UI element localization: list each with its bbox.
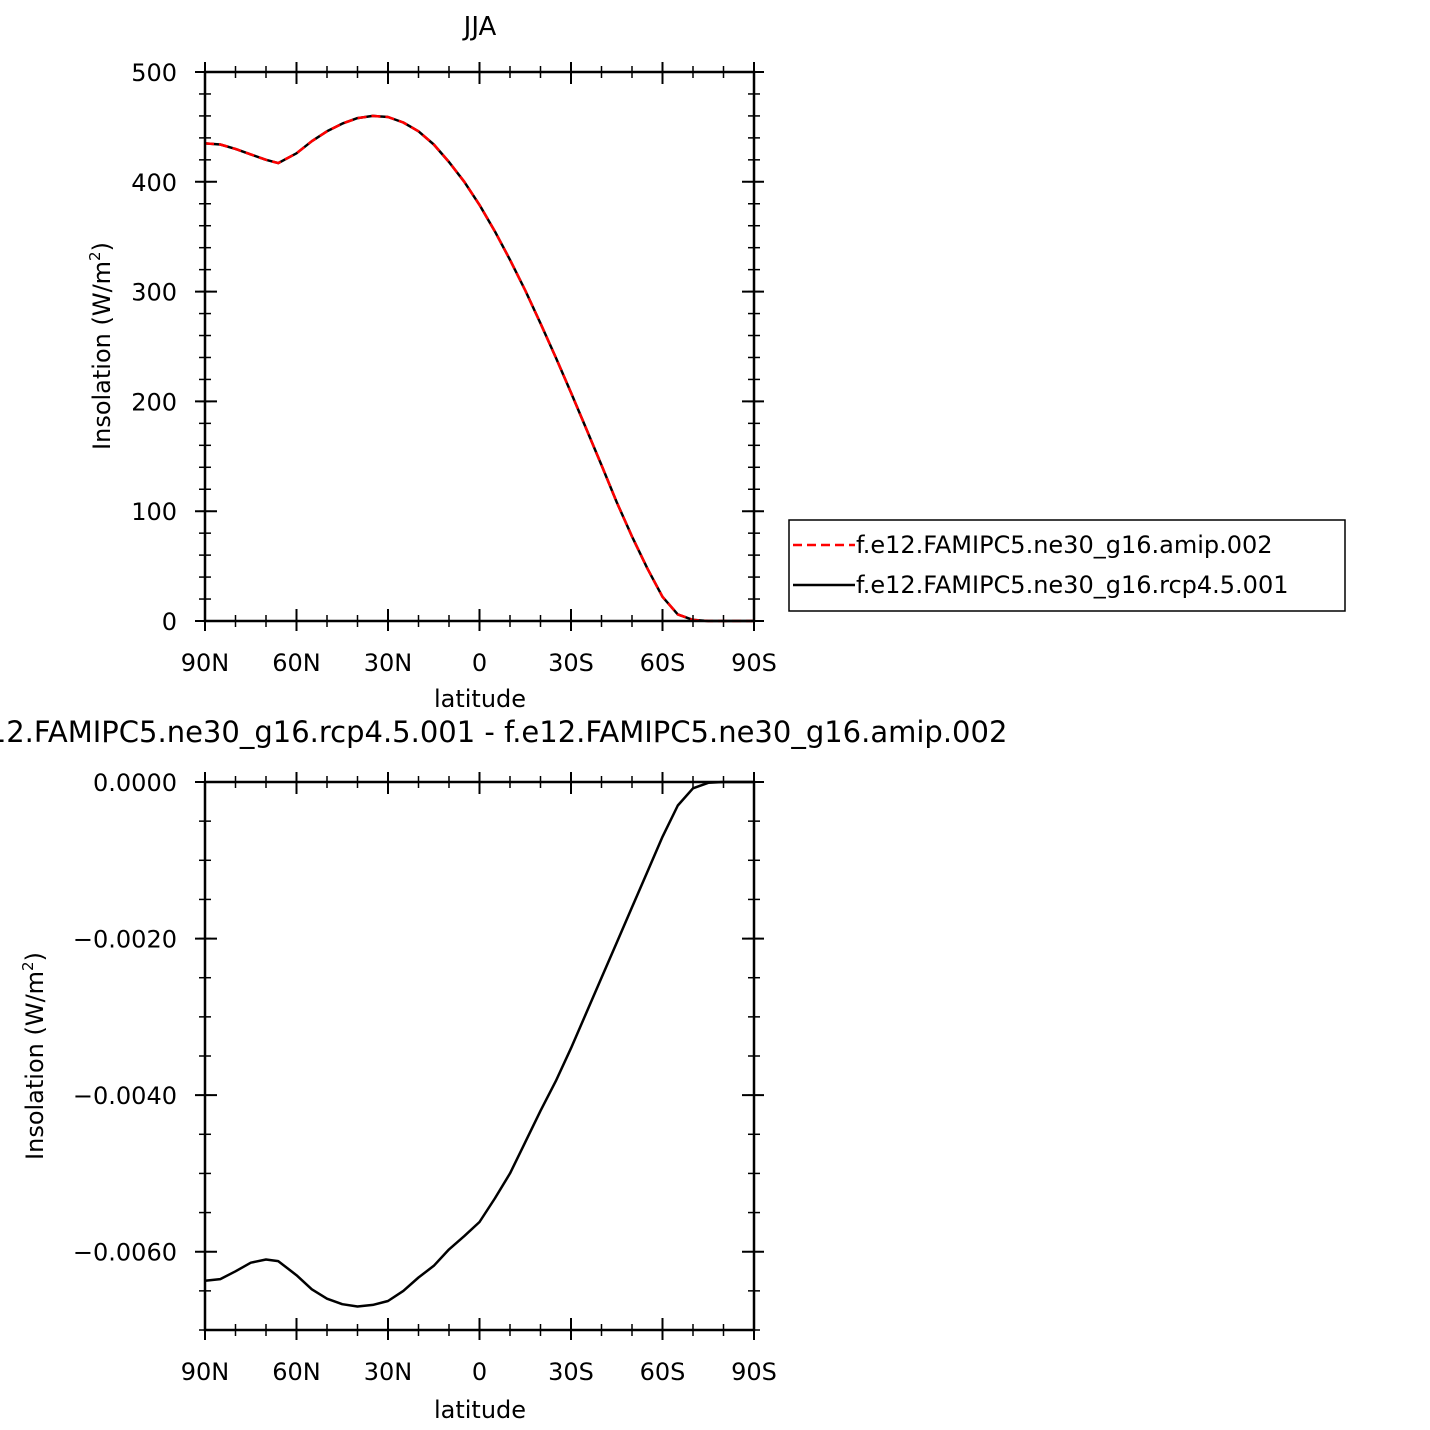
y-tick-label: 400 (131, 169, 177, 197)
top-x-axis-label: latitude (434, 685, 526, 713)
x-tick-label: 0 (472, 649, 487, 677)
x-tick-label: 90S (731, 1358, 777, 1386)
x-tick-label: 0 (472, 1358, 487, 1386)
y-tick-label: −0.0060 (73, 1239, 177, 1267)
x-tick-label: 30S (548, 1358, 594, 1386)
bottom-plot-frame (203, 780, 756, 1332)
series-line-1 (204, 114, 754, 623)
y-tick-label: 500 (131, 59, 177, 87)
legend-label-amip: f.e12.FAMIPC5.ne30_g16.amip.002 (856, 531, 1273, 559)
x-tick-label: 30N (364, 649, 413, 677)
bottom-x-axis-label: latitude (434, 1396, 526, 1424)
top-plot-frame (203, 70, 756, 623)
series-line-2 (204, 114, 754, 623)
x-tick-label: 60N (272, 649, 321, 677)
top-y-axis-label: Insolation (W/m2) (86, 242, 116, 450)
legend-label-rcp45: f.e12.FAMIPC5.ne30_g16.rcp4.5.001 (856, 571, 1289, 599)
y-tick-label: 0 (162, 608, 177, 636)
x-tick-label: 90N (181, 649, 230, 677)
top-chart-title: JJA (462, 12, 497, 42)
y-tick-label: −0.0020 (73, 926, 177, 954)
y-tick-label: 300 (131, 279, 177, 307)
bottom-chart-title: f.e12.FAMIPC5.ne30_g16.rcp4.5.001 - f.e1… (0, 715, 1007, 749)
y-tick-label: 0.0000 (93, 769, 177, 797)
y-tick-label: 100 (131, 498, 177, 526)
bottom-y-axis-label: Insolation (W/m2) (19, 952, 49, 1160)
x-tick-label: 60N (272, 1358, 321, 1386)
y-tick-label: −0.0040 (73, 1082, 177, 1110)
legend-box (788, 519, 1346, 612)
bottom-panel: f.e12.FAMIPC5.ne30_g16.rcp4.5.001 - f.e1… (0, 715, 1007, 1424)
x-tick-label: 90N (181, 1358, 230, 1386)
x-tick-label: 30N (364, 1358, 413, 1386)
x-tick-label: 60S (640, 1358, 686, 1386)
x-tick-label: 30S (548, 649, 594, 677)
y-tick-label: 200 (131, 388, 177, 416)
x-tick-label: 90S (731, 649, 777, 677)
top-panel: JJA 90N 60N 30N 0 30S 60S 90S0100200300400500 … (86, 12, 1346, 713)
series-line-1 (204, 780, 754, 1308)
x-tick-label: 60S (640, 649, 686, 677)
legend: f.e12.FAMIPC5.ne30_g16.amip.002 f.e12.FA… (788, 519, 1346, 612)
